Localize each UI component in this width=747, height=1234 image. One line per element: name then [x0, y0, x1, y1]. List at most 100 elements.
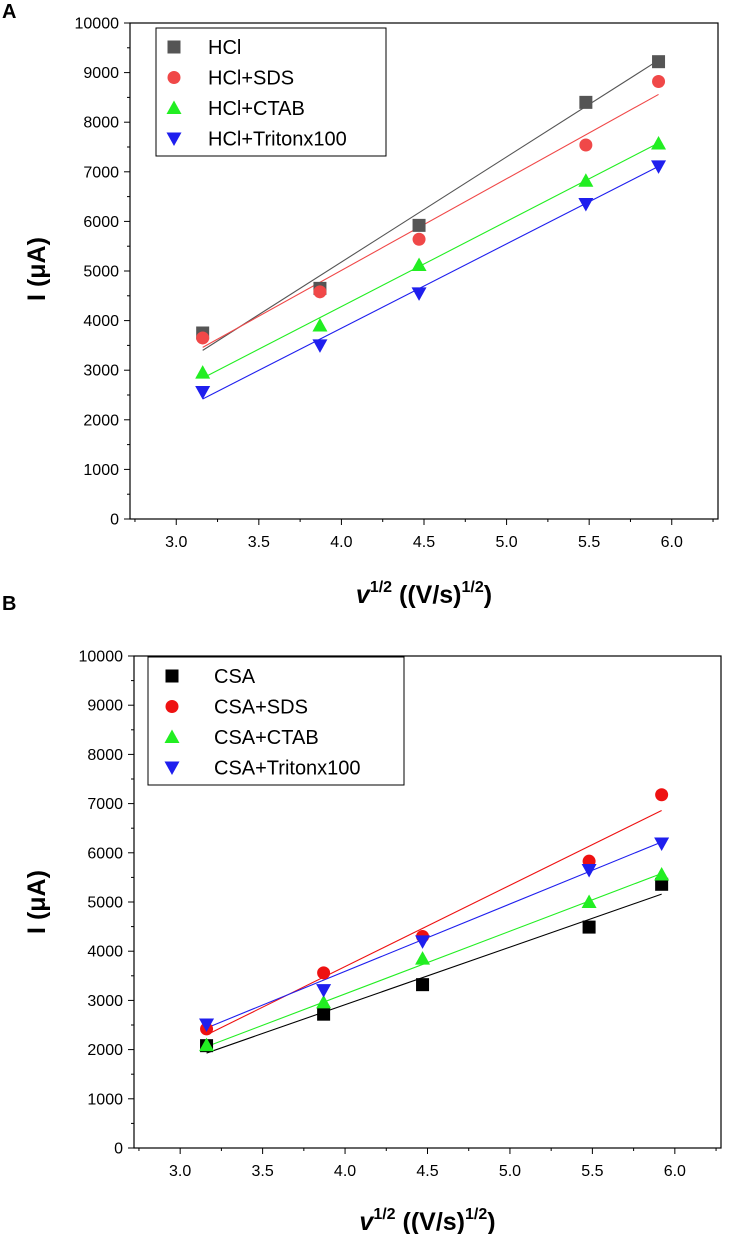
- data-point-hcl-sds: [196, 331, 210, 345]
- y-tick-label: 6000: [87, 845, 123, 862]
- panel-label: A: [2, 1, 16, 23]
- legend-label-hcl: HCl: [208, 37, 241, 59]
- data-point-csa: [317, 1007, 331, 1021]
- x-axis-label-part: ((V/s): [396, 1208, 465, 1234]
- data-point-hcl: [412, 218, 426, 232]
- data-point-csa: [416, 978, 430, 992]
- data-point-hcl-ctab: [312, 318, 328, 332]
- y-tick-label: 3000: [87, 993, 123, 1010]
- data-point-csa-tritonx100: [654, 837, 670, 851]
- data-point-csa: [655, 877, 669, 891]
- x-axis-label: v1/2 ((V/s)1/2): [359, 1206, 495, 1234]
- fit-line-csa-ctab: [206, 872, 662, 1048]
- x-tick-label: 5.5: [578, 534, 600, 551]
- y-tick-label: 4000: [83, 313, 119, 330]
- x-axis-label-part: v: [356, 581, 372, 609]
- y-tick-label: 5000: [83, 264, 119, 281]
- legend-label-csa: CSA: [214, 666, 256, 688]
- legend-marker-csa-sds: [165, 700, 179, 713]
- chart-panel-a: 0 1000 2000 3000 4000 5000 6000 7000 8000 9000 100…: [2, 1, 719, 609]
- fit-line-hcl-sds: [202, 93, 659, 348]
- legend-marker-hcl-sds: [167, 71, 181, 84]
- data-point-csa: [582, 920, 596, 934]
- x-axis-label-part: ): [487, 1208, 495, 1234]
- y-tick-label: 2000: [83, 412, 119, 429]
- y-tick-label: 5000: [87, 895, 123, 912]
- data-point-csa-ctab: [415, 951, 431, 965]
- x-axis-label: v1/2 ((V/s)1/2): [356, 579, 492, 609]
- data-point-hcl: [652, 55, 666, 69]
- data-point-csa-ctab: [316, 994, 332, 1009]
- legend-label-csa-ctab: CSA+CTAB: [214, 727, 319, 749]
- x-tick-label: 6.0: [661, 534, 683, 551]
- y-tick-label: 7000: [87, 796, 123, 813]
- x-axis-label-part: ((V/s): [392, 581, 461, 609]
- x-tick-label: 3.0: [169, 1163, 191, 1180]
- y-axis-label: I (μA): [23, 870, 51, 934]
- data-point-hcl-ctab: [195, 365, 211, 379]
- x-tick-label: 3.5: [248, 534, 270, 551]
- legend-label-csa-sds: CSA+SDS: [214, 697, 308, 719]
- data-point-hcl-tritonx100: [312, 339, 328, 353]
- legend-marker-hcl-ctab: [166, 100, 182, 114]
- y-tick-label: 9000: [83, 65, 119, 82]
- x-tick-label: 4.0: [334, 1163, 356, 1180]
- legend-marker-csa: [165, 669, 179, 683]
- y-tick-label: 0: [114, 1141, 123, 1158]
- x-axis-label-part: 1/2: [465, 1206, 487, 1223]
- data-point-hcl-ctab: [411, 257, 427, 272]
- data-point-csa-ctab: [199, 1037, 215, 1052]
- data-point-hcl-ctab: [651, 136, 667, 150]
- data-point-csa-tritonx100: [581, 864, 597, 878]
- y-tick-label: 8000: [83, 115, 119, 132]
- data-point-hcl-sds: [412, 232, 426, 246]
- y-tick-label: 9000: [87, 698, 123, 715]
- x-axis-label-part: 1/2: [373, 1206, 395, 1223]
- legend-marker-hcl-tritonx100: [166, 132, 182, 146]
- legend-label-hcl-tritonx100: HCl+Tritonx100: [208, 129, 347, 151]
- data-point-hcl-tritonx100: [411, 287, 427, 301]
- data-point-csa-sds: [317, 966, 331, 980]
- legend-marker-hcl: [167, 40, 181, 54]
- x-axis-label-part: 1/2: [462, 579, 484, 596]
- y-tick-label: 1000: [87, 1091, 123, 1108]
- y-tick-label: 4000: [87, 944, 123, 961]
- x-tick-label: 4.5: [413, 534, 435, 551]
- x-tick-label: 4.5: [416, 1163, 438, 1180]
- x-tick-label: 5.0: [499, 1163, 521, 1180]
- data-point-csa-tritonx100: [316, 984, 332, 998]
- fit-line-hcl-ctab: [202, 142, 659, 379]
- legend-label-hcl-ctab: HCl+CTAB: [208, 98, 305, 120]
- data-point-hcl-sds: [579, 138, 593, 152]
- y-tick-label: 1000: [83, 462, 119, 479]
- y-tick-label: 0: [110, 512, 119, 529]
- data-point-hcl-sds: [652, 75, 666, 89]
- data-point-csa-sds: [655, 788, 669, 802]
- y-tick-label: 2000: [87, 1042, 123, 1059]
- fit-line-csa-tritonx100: [206, 841, 662, 1029]
- data-point-hcl: [579, 95, 593, 109]
- y-tick-label: 10000: [75, 16, 120, 33]
- panel-label: B: [2, 593, 16, 615]
- legend-box: [147, 656, 405, 786]
- legend-marker-csa-tritonx100: [164, 761, 180, 775]
- chart-panel-b: 0 1000 2000 3000 4000 5000 6000 7000 8000 9000 100…: [2, 593, 722, 1234]
- fit-line-csa: [206, 893, 662, 1054]
- legend-box: [155, 27, 387, 157]
- y-tick-label: 10000: [79, 649, 124, 666]
- data-point-hcl-tritonx100: [651, 160, 667, 174]
- data-point-csa-ctab: [581, 894, 597, 908]
- data-point-hcl-tritonx100: [578, 198, 594, 212]
- legend-marker-csa-ctab: [164, 729, 180, 743]
- data-point-hcl-ctab: [578, 173, 594, 187]
- data-point-csa-tritonx100: [199, 1018, 215, 1033]
- y-axis-label: I (μA): [23, 237, 51, 301]
- y-tick-label: 3000: [83, 363, 119, 380]
- data-point-hcl-tritonx100: [195, 386, 211, 400]
- x-tick-label: 3.5: [251, 1163, 273, 1180]
- x-tick-label: 5.0: [495, 534, 517, 551]
- x-tick-label: 3.0: [165, 534, 187, 551]
- data-point-csa-ctab: [654, 866, 670, 881]
- x-axis-label-part: ): [484, 581, 492, 609]
